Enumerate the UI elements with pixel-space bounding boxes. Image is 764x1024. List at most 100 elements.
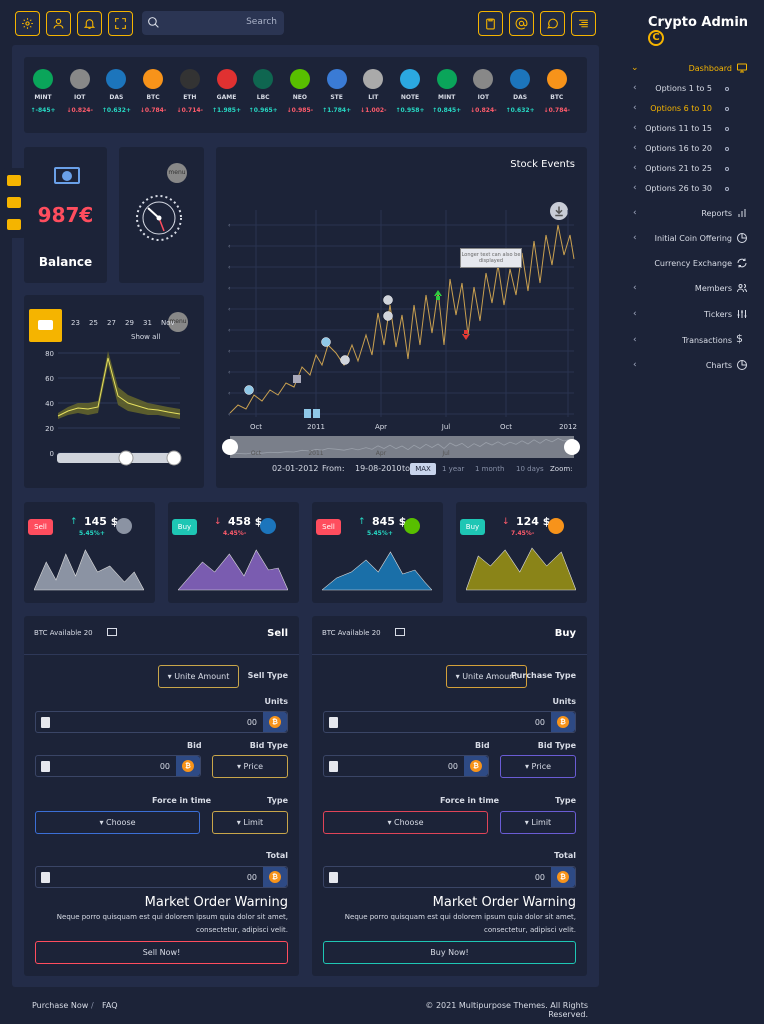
coin-change: ↓0.985- <box>280 107 320 114</box>
download-button[interactable] <box>550 202 568 220</box>
sidebar-item-options-26-30[interactable]: ‹ Options 26 to 30 <box>600 180 764 198</box>
stepper-icon[interactable] <box>329 872 338 883</box>
sidebar-item-options-21-25[interactable]: ‹ Options 21 to 25 <box>600 160 764 178</box>
ticker-item[interactable]: MINT ↑0.845+ <box>427 69 467 114</box>
wallet-icon[interactable] <box>7 219 21 230</box>
menu-button[interactable] <box>571 11 596 36</box>
small-chart-menu-button[interactable]: menu <box>168 312 188 332</box>
clipboard-button[interactable] <box>478 11 503 36</box>
brand-logo[interactable]: Crypto AdminC <box>648 15 764 46</box>
price-dropdown[interactable]: ▾ Price <box>212 755 288 778</box>
to-date[interactable]: 02-01-2012 <box>272 464 319 473</box>
sidebar-item-reports[interactable]: ‹ Reports <box>600 205 764 223</box>
ticker-item[interactable]: BTC ↓0.784- <box>537 69 577 114</box>
ticker-item[interactable]: NOTE ↑0.958+ <box>390 69 430 114</box>
fullscreen-button[interactable] <box>108 11 133 36</box>
sidebar-item-charts[interactable]: ‹ Charts <box>600 357 764 375</box>
footer-link-purchase[interactable]: Purchase Now <box>32 1001 89 1010</box>
cash-icon[interactable] <box>7 175 21 186</box>
sidebar-item-options-6-10[interactable]: ‹ Options 6 to 10 <box>600 100 764 118</box>
ticker-item[interactable]: DAS ↑0.632+ <box>500 69 540 114</box>
limit-dropdown[interactable]: ▾ Limit <box>500 811 576 834</box>
date-option[interactable]: 23 <box>71 319 80 327</box>
unit-amount-dropdown[interactable]: ▾ Unite Amount <box>446 665 527 688</box>
mini-area-chart <box>322 551 432 591</box>
chat-button[interactable] <box>540 11 565 36</box>
sidebar-item-currency-exchange[interactable]: Currency Exchange <box>600 255 764 273</box>
zoom-1-year-button[interactable]: 1 year <box>442 465 465 473</box>
mini-price: 458 $ <box>228 515 263 528</box>
notifications-button[interactable] <box>77 11 102 36</box>
ticker-item[interactable]: LIT ↓1.002- <box>353 69 393 114</box>
event-flag <box>293 375 301 383</box>
date-option[interactable]: 31 <box>143 319 152 327</box>
sidebar-item-options-11-15[interactable]: ‹ Options 11 to 15 <box>600 120 764 138</box>
gauge-menu-button[interactable]: menu <box>167 163 187 183</box>
bid-input[interactable]: 00 ₿ <box>35 755 201 777</box>
show-all-button[interactable]: Show all <box>131 333 161 341</box>
ticker-item[interactable]: IOT ↓0.824- <box>463 69 503 114</box>
settings-button[interactable] <box>15 11 40 36</box>
stepper-icon[interactable] <box>41 761 50 772</box>
ticker-item[interactable]: DAS ↑0.632+ <box>96 69 136 114</box>
buy-tag[interactable]: Buy <box>460 519 485 535</box>
stepper-icon[interactable] <box>41 872 50 883</box>
ticker-item[interactable]: NEO ↓0.985- <box>280 69 320 114</box>
wallet-icon[interactable] <box>29 309 62 342</box>
sell-tag[interactable]: Sell <box>316 519 341 535</box>
total-input[interactable]: 00 ₿ <box>323 866 576 888</box>
total-input[interactable]: 00 ₿ <box>35 866 288 888</box>
range-slider-track <box>57 453 179 463</box>
date-option[interactable]: 25 <box>89 319 98 327</box>
search-input[interactable]: Search <box>142 11 284 35</box>
stepper-icon[interactable] <box>329 717 338 728</box>
stepper-icon[interactable] <box>329 761 338 772</box>
sell-tag[interactable]: Sell <box>28 519 53 535</box>
user-button[interactable] <box>46 11 71 36</box>
stepper-icon[interactable] <box>41 717 50 728</box>
choose-dropdown[interactable]: ▾ Choose <box>323 811 488 834</box>
unit-amount-dropdown[interactable]: ▾ Unite Amount <box>158 665 239 688</box>
ticker-item[interactable]: GAME ↑1.985+ <box>207 69 247 114</box>
mail-button[interactable] <box>509 11 534 36</box>
image-icon[interactable] <box>7 197 21 208</box>
x-tick-label: Apr <box>375 423 387 431</box>
ticker-item[interactable]: LBC ↑0.965+ <box>243 69 283 114</box>
coin-change: ↑0.965+ <box>243 107 283 114</box>
gear-icon <box>22 18 33 29</box>
caret-down-icon: ▾ <box>387 818 394 827</box>
sidebar-item-ico[interactable]: ‹ Initial Coin Offering <box>600 230 764 248</box>
zoom-1-month-button[interactable]: 1 month <box>475 465 505 473</box>
ticker-item[interactable]: MINT ↑-845+ <box>23 69 63 114</box>
choose-dropdown[interactable]: ▾ Choose <box>35 811 200 834</box>
ticker-item[interactable]: IOT ↓0.824- <box>60 69 100 114</box>
sidebar-item-tickers[interactable]: ‹ Tickers <box>600 306 764 324</box>
from-date[interactable]: 19-08-2010 <box>355 464 402 473</box>
sidebar-item-transactions[interactable]: ‹ Transactions $ <box>600 332 764 350</box>
date-option[interactable]: 27 <box>107 319 116 327</box>
sidebar-item-options-16-20[interactable]: ‹ Options 16 to 20 <box>600 140 764 158</box>
limit-dropdown[interactable]: ▾ Limit <box>212 811 288 834</box>
sidebar-item-members[interactable]: ‹ Members <box>600 280 764 298</box>
units-input[interactable]: 00 ₿ <box>323 711 576 733</box>
ticker-item[interactable]: ETH ↓0.714- <box>170 69 210 114</box>
zoom-10-days-button[interactable]: 10 days <box>516 465 544 473</box>
buy-now-button[interactable]: Buy Now! <box>323 941 576 964</box>
units-input[interactable]: 00 ₿ <box>35 711 288 733</box>
banknote-icon <box>395 628 405 636</box>
y-tick-mark: ‹ <box>228 411 230 418</box>
sell-now-button[interactable]: Sell Now! <box>35 941 288 964</box>
ticker-item[interactable]: BTC ↓0.784- <box>133 69 173 114</box>
price-dropdown[interactable]: ▾ Price <box>500 755 576 778</box>
footer-link-faq[interactable]: FAQ <box>102 1001 118 1010</box>
chevron-left-icon: ‹ <box>633 283 637 293</box>
ticker-item[interactable]: STE ↑1.784+ <box>317 69 357 114</box>
sidebar-item-options-1-5[interactable]: ‹ Options 1 to 5 <box>600 80 764 98</box>
date-option[interactable]: 29 <box>125 319 134 327</box>
buy-tag[interactable]: Buy <box>172 519 197 535</box>
footer-copyright: © 2021 Multipurpose Themes. All Rights R… <box>425 1001 588 1019</box>
bid-input[interactable]: 00 ₿ <box>323 755 489 777</box>
sidebar-item-dashboard[interactable]: ⌄ Dashboard <box>600 60 764 78</box>
zoom-max-button[interactable]: MAX <box>410 463 436 475</box>
date-option[interactable]: Nov <box>161 319 175 327</box>
